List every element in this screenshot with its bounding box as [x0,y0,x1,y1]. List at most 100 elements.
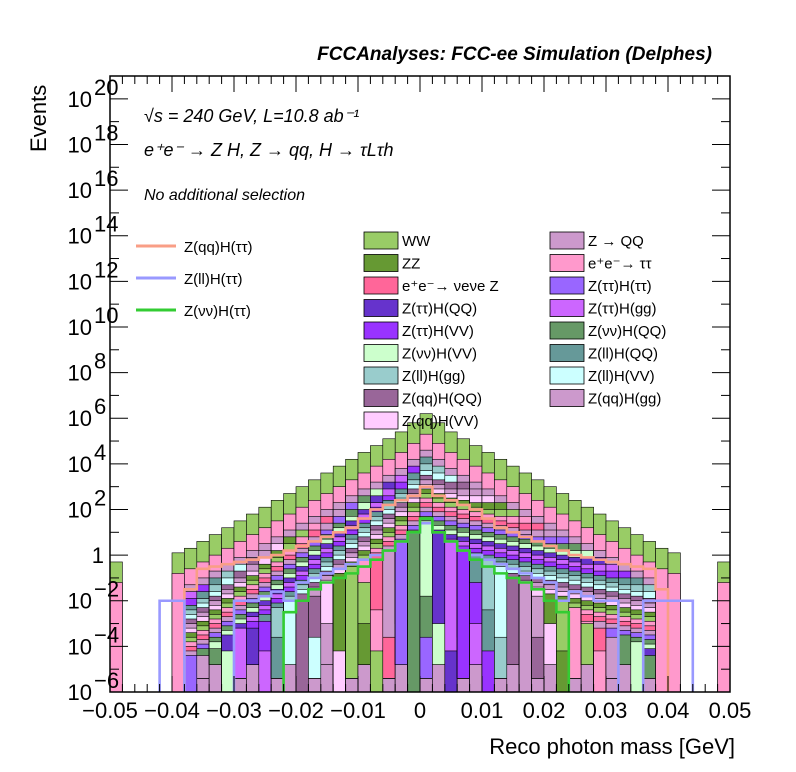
x-tick-label: −0.04 [144,698,200,723]
y-tick-label: 10 [68,315,92,340]
y-tick-exponent: 2 [94,485,106,510]
y-tick-label: 10 [68,589,92,614]
energy-lumi-label: √s = 240 GeV, L=10.8 ab⁻¹ [144,106,359,126]
x-tick-label: 0.02 [523,698,566,723]
histogram-bar [184,655,198,693]
histogram-bar [667,573,681,693]
legend-bkg-swatch [549,366,585,385]
legend-bkg-label: e⁺e⁻→ νeνe Z [402,278,499,295]
histogram-bar [258,614,272,622]
histogram-bar [196,591,210,599]
legend-bkg-swatch [549,231,585,250]
y-tick-label: 10 [68,680,92,705]
histogram-bar [419,520,433,597]
legend-bkg-swatch [363,299,399,317]
histogram-bar [196,648,210,656]
x-tick-label: −0.05 [82,698,138,723]
histogram-bar [543,593,557,624]
x-tick-label: −0.03 [206,698,262,723]
histogram-bar [605,627,619,638]
legend-bkg-swatch [549,321,585,340]
histogram-bar [494,566,508,638]
process-label: e⁺e⁻ → Z H, Z → qq, H → τLτh [144,140,394,160]
histogram-bar [345,566,359,679]
legend-bkg-swatch [549,254,585,272]
histogram-bars [109,413,731,693]
legend-bkg-swatch [363,411,399,430]
legend-signals: Z(qq)H(ττ) Z(ll)H(ττ) Z(νν)H(ττ) [136,239,253,320]
legend-bkg-label: Z(ll)H(gg) [402,368,465,385]
legend-bkg-label: Z(ll)H(VV) [588,368,655,385]
legend-bkg-label: e⁺e⁻→ ττ [588,256,652,273]
legend-bkg-label: Z → QQ [588,233,644,250]
legend-bkg-swatch [549,299,585,317]
signal-line [183,485,670,692]
selection-label: No additional selection [144,187,305,204]
y-tick-label: 1 [92,543,104,568]
y-axis-title: Events [26,85,51,152]
signal-lines [158,485,695,692]
legend-bkg-swatch [363,276,399,295]
y-tick-exponent: 10 [94,303,118,328]
histogram-bar [630,641,644,693]
y-tick-exponent: −2 [94,577,119,602]
y-tick-label: 10 [68,634,92,659]
legend-bkg-label: Z(ll)H(QQ) [588,346,658,363]
axis-ticks [109,75,731,693]
legend-bkg-swatch [363,344,399,362]
histogram-bar [270,607,284,638]
y-tick-exponent: 6 [94,394,106,419]
x-tick-label: 0 [414,698,426,723]
x-tick-label: 0.04 [647,698,690,723]
x-tick-label: −0.02 [268,698,324,723]
histogram-bar [642,591,656,599]
histogram-bar [382,545,396,638]
histogram-bar [233,627,247,679]
histogram-bar [642,648,656,656]
histogram-bar [332,573,346,652]
y-tick-label: 10 [68,361,92,386]
legend-bkg-label: Z(ττ)H(gg) [588,301,657,318]
histogram-bar [171,573,185,693]
signal-line [282,517,571,692]
y-tick-exponent: 8 [94,349,106,374]
y-tick-label: 10 [68,452,92,477]
legend-bkg-label: Z(ττ)H(QQ) [402,301,477,318]
histogram-bar [283,600,297,665]
legend-bkg-label: WW [402,233,431,250]
signal-line [158,521,695,692]
histogram-bar [580,614,594,622]
y-tick-label: 10 [68,406,92,431]
x-tick-label: −0.01 [330,698,386,723]
y-tick-label: 10 [68,224,92,249]
legend-bkg-swatch [363,389,399,407]
legend-bkg-label: Z(νν)H(QQ) [588,323,666,340]
legend-bkg-swatch [363,321,399,340]
y-tick-exponent: −6 [94,668,119,693]
histogram-bar [456,545,470,679]
histogram-bar [593,620,607,629]
histogram-bar [568,607,582,679]
y-tick-label: 10 [68,87,92,112]
legend-bkg-label: Z(ττ)H(ττ) [588,278,652,295]
legend-bkg-label: Z(qq)H(gg) [588,391,661,408]
histogram-bar [208,636,222,665]
y-tick-exponent: 16 [94,166,118,191]
histogram-bar [518,579,532,693]
y-tick-label: 10 [68,497,92,522]
legend-signal-label: Z(νν)H(ττ) [184,303,251,320]
legend-bkg-swatch [363,254,399,272]
x-tick-labels: −0.05 −0.04 −0.03 −0.02 −0.01 0 0.01 0.02 0.03 0.… [82,698,751,723]
legend-bkg-label: Z(qq)H(QQ) [402,391,482,408]
histogram-bar [655,568,669,693]
histogram-bar [717,582,731,693]
histogram-bar [432,529,446,624]
legend-signal-label: Z(qq)H(ττ) [184,239,253,256]
y-tick-label: 10 [68,178,92,203]
legend-bkg-swatch [549,389,585,407]
histogram-bar [295,593,309,693]
y-tick-exponent: 18 [94,120,118,145]
legend-bkg-label: Z(qq)H(VV) [402,413,479,430]
